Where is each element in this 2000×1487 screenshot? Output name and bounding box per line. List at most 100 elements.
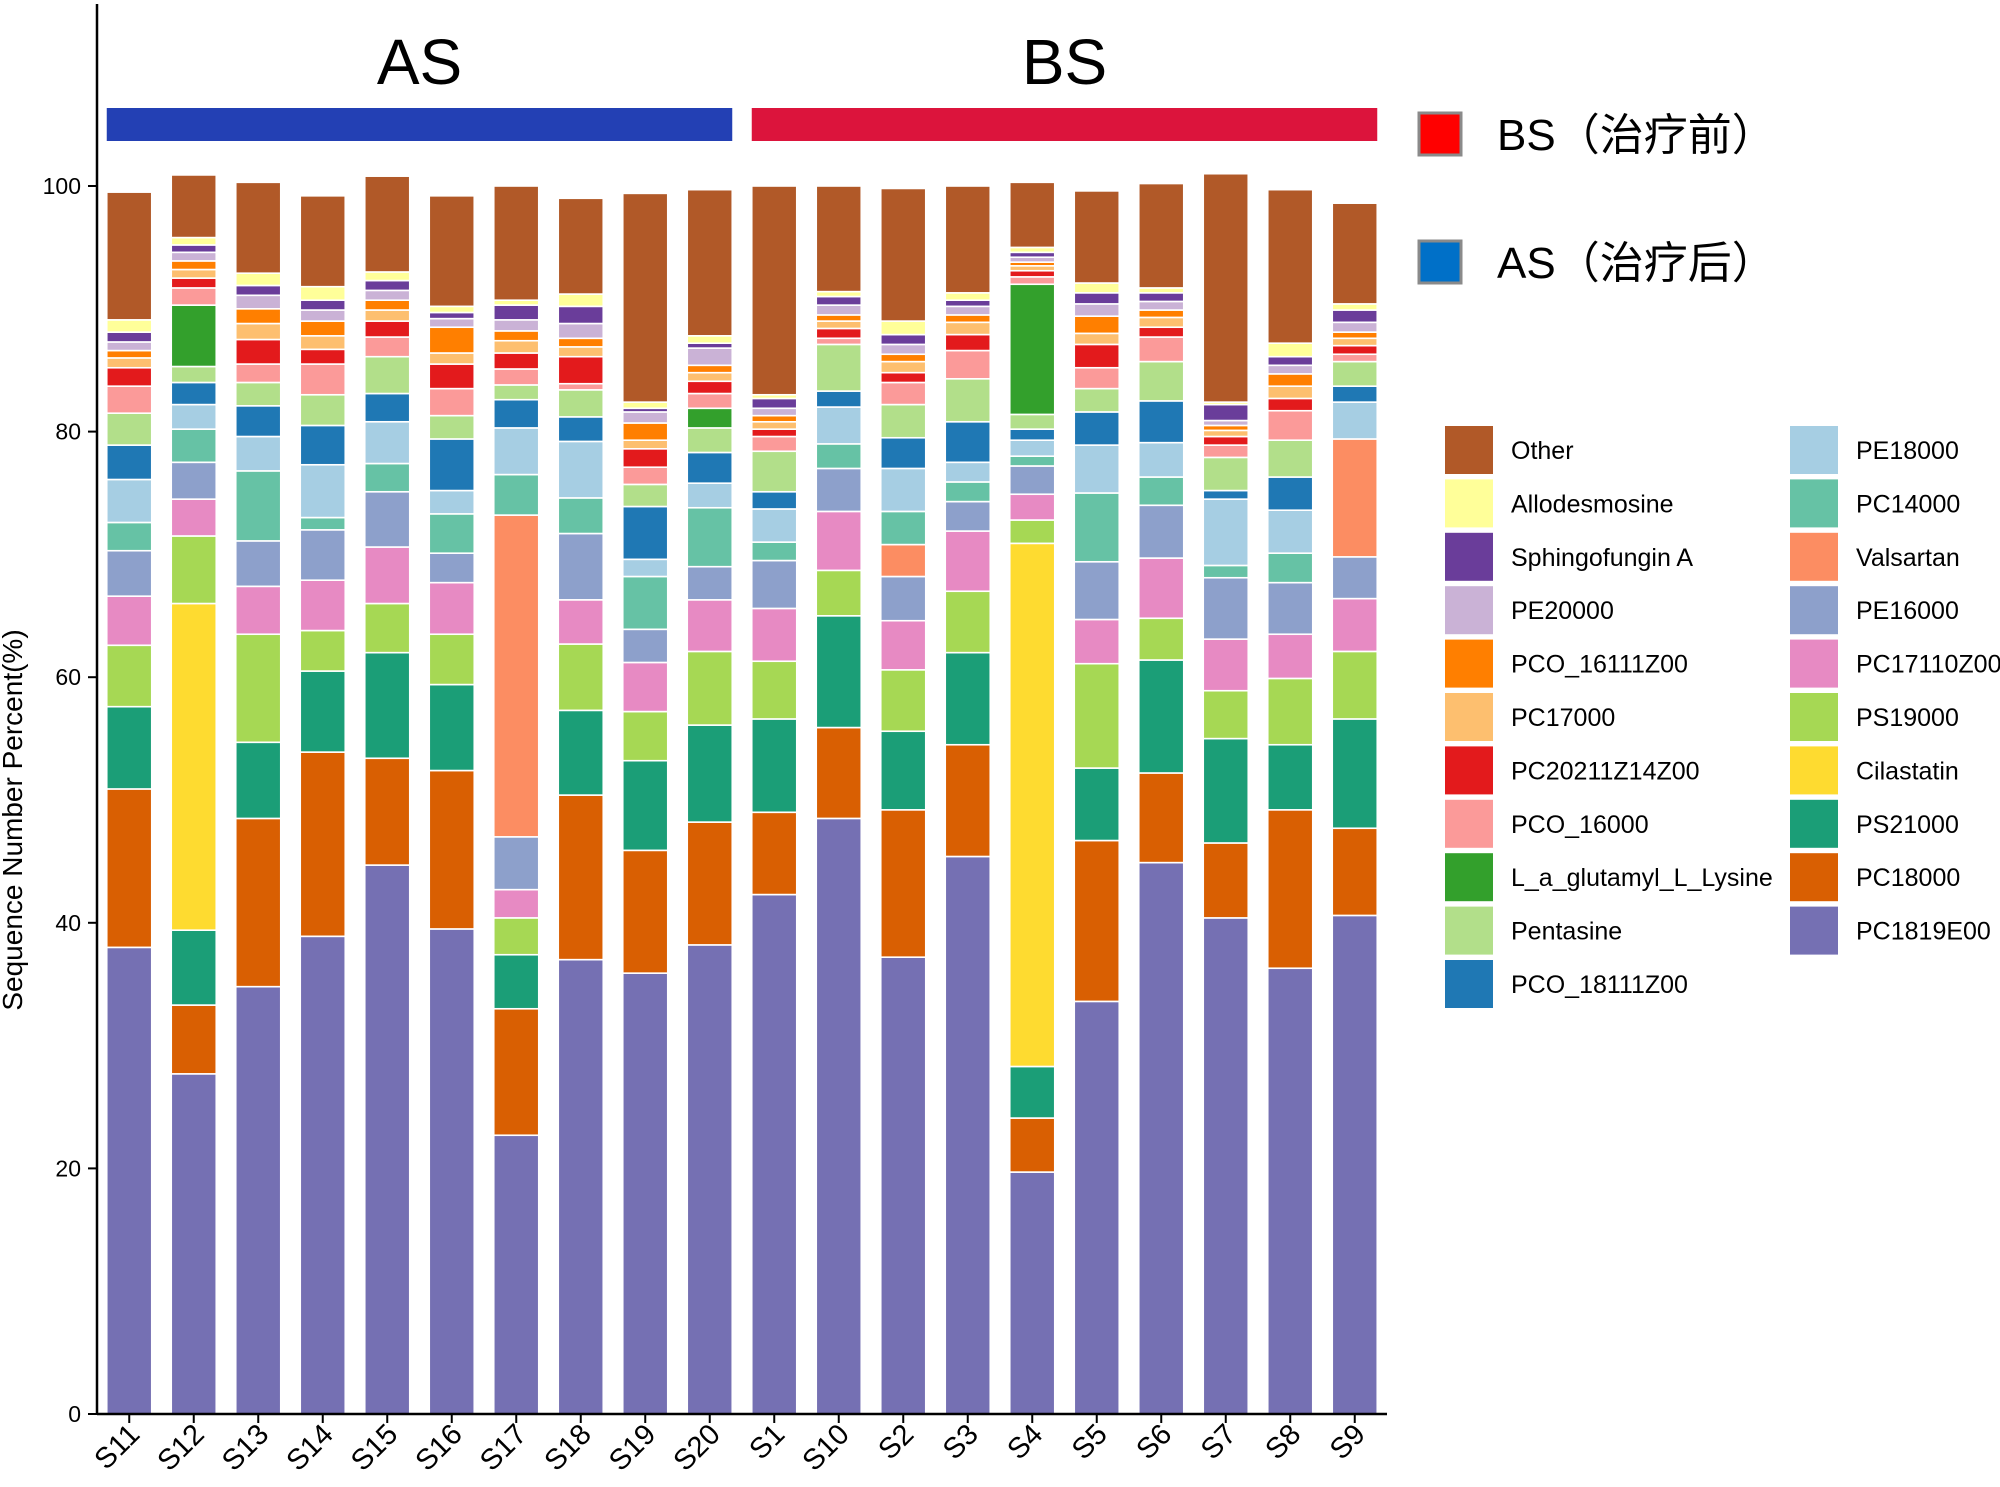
segment-s16-pc17110z00 [428, 581, 476, 636]
segment-s8-ps19000 [1266, 677, 1314, 746]
segment-s16-other [428, 195, 476, 308]
bar-s15 [363, 175, 411, 1415]
segment-s7-ps19000 [1202, 689, 1250, 740]
segment-s9-pe20000 [1331, 321, 1379, 333]
segment-s1-other [750, 185, 798, 396]
segment-s11-other [105, 191, 153, 321]
segment-s18-pc17000 [557, 346, 605, 358]
x-tick-label-s15: S15 [345, 1418, 404, 1477]
segment-s9-pco-16111z00 [1331, 331, 1379, 340]
segment-s3-ps19000 [944, 590, 992, 654]
legend-label-pco-16111z00: PCO_16111Z00 [1511, 651, 1688, 679]
segment-s17-pc1819e00 [492, 1134, 540, 1415]
segment-s19-pco-16000 [621, 466, 669, 486]
segment-s16-allodesmosine [428, 305, 476, 314]
segment-s10-pco-16000 [815, 337, 863, 346]
segment-s2-pe16000 [879, 575, 927, 622]
segment-s7-pc1819e00 [1202, 917, 1250, 1415]
x-tick-label-s9: S9 [1324, 1418, 1372, 1466]
legend-swatch-pc17110z00 [1790, 639, 1838, 688]
segment-s15-pe18000 [363, 420, 411, 465]
segment-s10-pc20211z14z00 [815, 327, 863, 340]
segment-s17-pc18000 [492, 1007, 540, 1137]
segment-s18-pentasine [557, 389, 605, 418]
segment-s6-pe16000 [1137, 504, 1185, 559]
segment-s16-pco-18111z00 [428, 438, 476, 492]
segment-s8-allodesmosine [1266, 342, 1314, 358]
bar-s19 [621, 192, 669, 1415]
segment-s7-pentasine [1202, 456, 1250, 492]
segment-s3-pco-16000 [944, 349, 992, 380]
segment-s11-sphingofungin-a [105, 331, 153, 343]
segment-s3-pc18000 [944, 743, 992, 858]
legend-swatch-pc18000 [1790, 853, 1838, 902]
segment-s20-pe16000 [686, 565, 734, 601]
segment-s17-other [492, 185, 540, 301]
segment-s9-pe16000 [1331, 556, 1379, 600]
segment-s15-pc1819e00 [363, 864, 411, 1415]
segment-s4-pc14000 [1008, 455, 1056, 467]
segment-s15-pc14000 [363, 462, 411, 493]
x-tick-label-s17: S17 [474, 1418, 533, 1477]
x-tick-label-s7: S7 [1195, 1418, 1243, 1466]
legend-label-l-a-glutamyl-l-lysine: L_a_glutamyl_L_Lysine [1511, 864, 1773, 892]
legend-label-pc17110z00: PC17110Z00 [1856, 651, 2000, 679]
segment-s10-pco-18111z00 [815, 390, 863, 408]
segment-s12-pc17000 [170, 268, 218, 279]
segment-s20-other [686, 188, 734, 337]
legend-swatch-ps19000 [1790, 693, 1838, 741]
segment-s16-pe20000 [428, 317, 476, 329]
segment-s11-ps21000 [105, 705, 153, 790]
segment-s8-pentasine [1266, 439, 1314, 478]
segment-s1-sphingofungin-a [750, 397, 798, 410]
segment-s9-valsartan [1331, 438, 1379, 558]
segment-s2-pco-16111z00 [879, 353, 927, 363]
segment-s19-pe20000 [621, 411, 669, 424]
segment-s3-pc1819e00 [944, 855, 992, 1415]
segment-s15-pco-18111z00 [363, 392, 411, 423]
segment-s1-pc17000 [750, 420, 798, 430]
segment-s5-allodesmosine [1073, 282, 1121, 294]
segment-s9-pc20211z14z00 [1331, 344, 1379, 356]
segment-s20-pentasine [686, 427, 734, 454]
segment-s5-pc18000 [1073, 839, 1121, 1003]
segment-s4-ps21000 [1008, 1065, 1056, 1119]
legend-label-pentasine: Pentasine [1511, 918, 1622, 946]
segment-s4-l-a-glutamyl-l-lysine [1008, 283, 1056, 416]
segment-s13-pe20000 [234, 294, 282, 310]
segment-s12-pco-18111z00 [170, 381, 218, 406]
segment-s17-pentasine [492, 384, 540, 401]
segment-s6-ps19000 [1137, 617, 1185, 661]
segment-s12-ps21000 [170, 929, 218, 1006]
segment-s16-pco-16000 [428, 387, 476, 417]
segment-s5-pe16000 [1073, 560, 1121, 621]
segment-s7-sphingofungin-a [1202, 403, 1250, 422]
segment-s3-sphingofungin-a [944, 299, 992, 308]
segment-s7-pco-18111z00 [1202, 489, 1250, 500]
legend-label-pco-16000: PCO_16000 [1511, 811, 1649, 839]
segment-s3-pco-18111z00 [944, 420, 992, 464]
group-label-bs: BS [1022, 26, 1107, 98]
segment-s1-pentasine [750, 450, 798, 493]
segment-s9-pco-18111z00 [1331, 385, 1379, 403]
segment-s20-pco-18111z00 [686, 451, 734, 484]
group-legend-label-0: BS（治疗前） [1497, 111, 1776, 160]
segment-s10-sphingofungin-a [815, 295, 863, 306]
segment-s15-pco-16000 [363, 336, 411, 358]
segment-s13-sphingofungin-a [234, 284, 282, 297]
segment-s13-pentasine [234, 381, 282, 407]
segment-s2-valsartan [879, 543, 927, 578]
segment-s11-ps19000 [105, 644, 153, 708]
segment-s14-pc17110z00 [299, 579, 347, 632]
segment-s8-pco-18111z00 [1266, 476, 1314, 512]
segment-s2-pco-18111z00 [879, 436, 927, 470]
legend-label-valsartan: Valsartan [1856, 544, 1960, 572]
bar-s5 [1073, 190, 1121, 1415]
segment-s11-pe20000 [105, 341, 153, 352]
segment-s3-pe16000 [944, 500, 992, 532]
segment-s4-pco-16000 [1008, 276, 1056, 286]
y-tick-label-40: 40 [55, 910, 81, 936]
segment-s18-pc18000 [557, 794, 605, 961]
segment-s7-pc20211z14z00 [1202, 435, 1250, 446]
